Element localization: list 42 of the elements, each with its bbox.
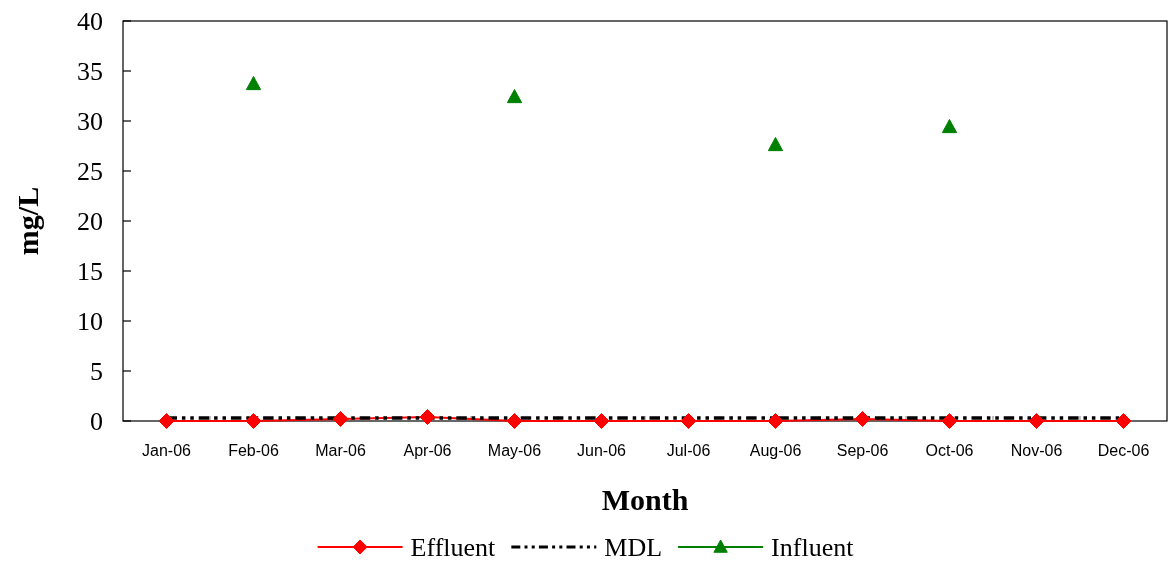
point [506,413,523,429]
legend-label: Influent [771,533,855,562]
x-tick-label: Jul-06 [666,442,711,459]
point [767,413,784,429]
x-tick-label: Jun-06 [577,442,627,459]
y-tick-label: 5 [90,357,103,387]
x-tick-label: Aug-06 [749,442,802,459]
point [332,411,349,427]
y-tick-label: 20 [77,207,103,237]
point [767,137,784,152]
x-tick-label: Jan-06 [142,442,192,459]
legend-label: MDL [604,533,663,562]
point [419,409,436,425]
y-axis-title: mg/L [11,186,44,256]
x-tick-label: Dec-06 [1097,442,1150,459]
legend-label: Effluent [410,533,497,562]
point [941,413,958,429]
x-tick-label: Apr-06 [403,442,452,459]
y-tick-label: 40 [77,7,103,37]
y-tick-label: 35 [77,57,103,87]
y-tick-label: 30 [77,107,103,137]
point [854,411,871,427]
x-tick-label: Oct-06 [925,442,974,459]
point [1115,413,1132,429]
y-tick-label: 0 [90,407,103,437]
point [245,413,262,429]
point [506,89,523,104]
point [158,413,175,429]
point [1028,413,1045,429]
x-axis-title: Month [601,483,689,516]
x-tick-label: Nov-06 [1010,442,1063,459]
point [245,76,262,91]
y-tick-label: 25 [77,157,103,187]
y-tick-label: 10 [77,307,103,337]
x-tick-label: Feb-06 [228,442,279,459]
point [680,413,697,429]
x-tick-label: Mar-06 [315,442,366,459]
x-tick-label: May-06 [487,442,542,459]
y-tick-label: 15 [77,257,103,287]
point [941,119,958,134]
x-tick-label: Sep-06 [836,442,889,459]
point [593,413,610,429]
